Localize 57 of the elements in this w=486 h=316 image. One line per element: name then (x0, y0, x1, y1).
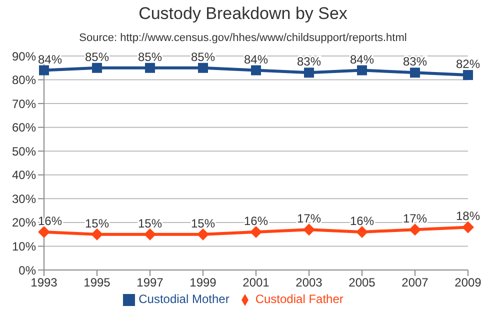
point (197, 228, 209, 240)
point (38, 226, 50, 238)
point (39, 65, 49, 76)
point (198, 62, 208, 73)
y-tick-label: 40% (12, 168, 36, 182)
y-tick-label: 10% (12, 239, 36, 254)
y-tick-label: 80% (12, 73, 36, 88)
data-label: 15% (84, 216, 110, 230)
y-tick-label: 90% (12, 49, 36, 64)
data-label: 84% (350, 52, 374, 66)
point (250, 226, 262, 238)
legend-label: Custodial Mother (138, 292, 230, 306)
data-label: 16% (350, 214, 374, 228)
data-label: 16% (244, 214, 268, 228)
data-label: 84% (244, 52, 268, 66)
data-label: 15% (190, 216, 216, 230)
point (144, 228, 156, 240)
point (356, 226, 368, 238)
y-tick-label: 60% (12, 120, 36, 135)
point (251, 65, 261, 76)
data-label: 17% (296, 212, 322, 226)
x-tick-label: 1995 (84, 276, 111, 290)
data-label: 85% (138, 50, 162, 64)
y-tick-label: 0% (18, 263, 36, 278)
data-label: 83% (296, 54, 322, 69)
chart-subtitle: Source: http://www.census.gov/hhes/www/childsupport/reports.html (78, 32, 408, 44)
point (357, 65, 367, 76)
x-tick-label: 2005 (348, 276, 376, 290)
data-label: 15% (138, 216, 162, 230)
y-tick-label: 50% (12, 144, 36, 158)
data-label: 18% (456, 209, 480, 224)
x-tick-label: 2003 (296, 276, 323, 290)
point (303, 224, 315, 236)
chart-title: Custody Breakdown by Sex (138, 4, 348, 24)
point (304, 68, 314, 78)
data-label: 82% (456, 57, 480, 72)
point (463, 70, 473, 80)
x-tick-label: 1999 (190, 276, 217, 290)
x-tick-label: 2009 (454, 276, 482, 290)
data-label: 83% (402, 54, 428, 69)
point (409, 224, 421, 236)
y-tick-label: 20% (12, 216, 36, 230)
x-tick-label: 1997 (136, 276, 164, 290)
point (92, 62, 102, 73)
y-tick-label: 70% (12, 96, 36, 111)
data-label: 17% (402, 212, 428, 226)
point (462, 221, 474, 234)
data-label: 85% (84, 50, 110, 64)
x-tick-label: 2001 (242, 276, 270, 290)
point (145, 62, 155, 73)
x-tick-label: 1993 (30, 276, 58, 290)
legend-label: Custodial Father (255, 292, 344, 306)
point (91, 228, 103, 240)
data-label: 85% (190, 50, 216, 64)
point (410, 68, 420, 78)
y-tick-label: 30% (12, 192, 36, 206)
x-tick-label: 2007 (402, 276, 429, 290)
